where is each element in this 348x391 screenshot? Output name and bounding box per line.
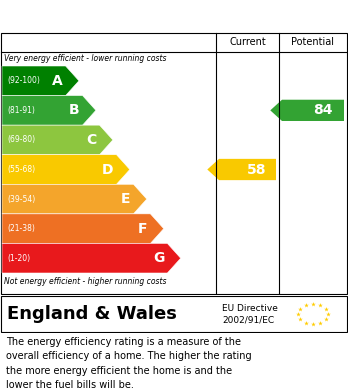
Text: Energy Efficiency Rating: Energy Efficiency Rating bbox=[8, 9, 218, 23]
Text: (81-91): (81-91) bbox=[7, 106, 35, 115]
Text: E: E bbox=[121, 192, 130, 206]
Polygon shape bbox=[207, 159, 276, 180]
Polygon shape bbox=[2, 244, 181, 273]
Text: (21-38): (21-38) bbox=[7, 224, 35, 233]
Text: 58: 58 bbox=[247, 163, 267, 176]
Text: The energy efficiency rating is a measure of the
overall efficiency of a home. T: The energy efficiency rating is a measur… bbox=[6, 337, 252, 390]
Text: B: B bbox=[69, 103, 80, 117]
Text: 84: 84 bbox=[314, 103, 333, 117]
Polygon shape bbox=[2, 66, 79, 95]
Text: Not energy efficient - higher running costs: Not energy efficient - higher running co… bbox=[4, 276, 166, 285]
Text: D: D bbox=[102, 163, 113, 176]
Polygon shape bbox=[2, 95, 96, 125]
Text: England & Wales: England & Wales bbox=[7, 305, 177, 323]
Polygon shape bbox=[2, 125, 113, 155]
Text: (92-100): (92-100) bbox=[7, 76, 40, 85]
Text: (1-20): (1-20) bbox=[7, 254, 30, 263]
Text: G: G bbox=[153, 251, 164, 265]
Text: Very energy efficient - lower running costs: Very energy efficient - lower running co… bbox=[4, 54, 166, 63]
Text: 2002/91/EC: 2002/91/EC bbox=[222, 316, 274, 325]
Text: (39-54): (39-54) bbox=[7, 195, 35, 204]
Polygon shape bbox=[2, 184, 147, 214]
Polygon shape bbox=[270, 100, 344, 121]
Text: F: F bbox=[138, 222, 148, 236]
Text: Current: Current bbox=[229, 37, 266, 47]
Polygon shape bbox=[2, 214, 164, 244]
Text: (69-80): (69-80) bbox=[7, 135, 35, 144]
Polygon shape bbox=[2, 155, 130, 184]
Text: EU Directive: EU Directive bbox=[222, 304, 278, 313]
Text: A: A bbox=[52, 74, 63, 88]
Text: (55-68): (55-68) bbox=[7, 165, 35, 174]
Text: C: C bbox=[86, 133, 96, 147]
Text: Potential: Potential bbox=[292, 37, 334, 47]
